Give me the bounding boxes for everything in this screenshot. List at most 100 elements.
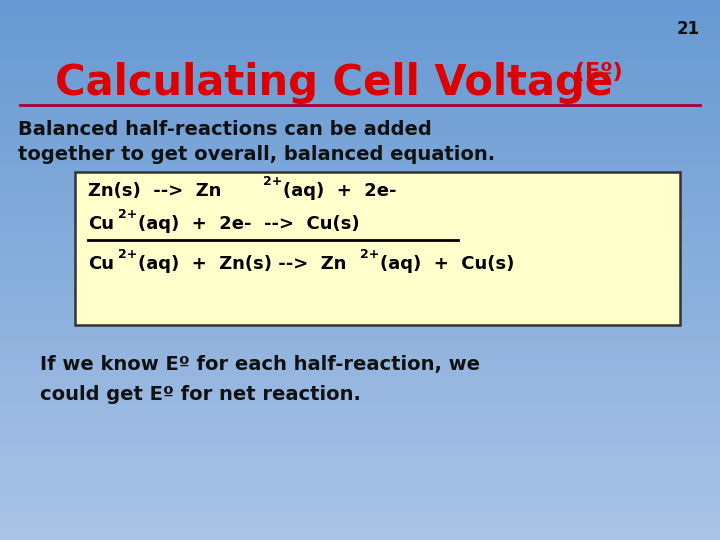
Text: 2+: 2+ xyxy=(263,175,282,188)
Bar xyxy=(0,470,720,475)
Bar xyxy=(0,454,720,459)
Bar xyxy=(0,340,720,346)
Text: 2+: 2+ xyxy=(360,248,379,261)
Bar xyxy=(0,335,720,340)
Bar xyxy=(0,248,720,254)
Bar xyxy=(0,49,720,54)
Bar xyxy=(0,108,720,113)
Bar xyxy=(0,464,720,470)
Bar xyxy=(0,27,720,32)
Bar xyxy=(0,443,720,448)
Bar xyxy=(0,254,720,259)
Bar xyxy=(0,405,720,410)
Bar xyxy=(0,167,720,173)
Bar xyxy=(0,146,720,151)
Bar xyxy=(0,324,720,329)
Text: Cu: Cu xyxy=(88,255,114,273)
Bar xyxy=(0,157,720,162)
Bar xyxy=(0,38,720,43)
Bar xyxy=(0,0,720,5)
Text: If we know Eº for each half-reaction, we: If we know Eº for each half-reaction, we xyxy=(40,355,480,374)
Bar xyxy=(0,270,720,275)
Bar xyxy=(0,410,720,416)
Text: (aq)  +  2e-  -->  Cu(s): (aq) + 2e- --> Cu(s) xyxy=(138,215,359,233)
Bar xyxy=(0,65,720,70)
Text: together to get overall, balanced equation.: together to get overall, balanced equati… xyxy=(18,145,495,164)
Bar xyxy=(0,43,720,49)
Bar xyxy=(0,400,720,405)
Bar xyxy=(0,427,720,432)
Bar xyxy=(0,475,720,481)
Bar xyxy=(0,232,720,238)
Bar xyxy=(0,346,720,351)
Bar xyxy=(0,394,720,400)
Bar xyxy=(0,297,720,302)
Bar xyxy=(0,124,720,130)
Bar xyxy=(0,140,720,146)
Bar xyxy=(0,86,720,92)
Bar xyxy=(0,389,720,394)
Bar xyxy=(0,227,720,232)
Bar xyxy=(0,92,720,97)
Bar xyxy=(0,508,720,513)
Bar xyxy=(0,178,720,184)
Text: Calculating Cell Voltage: Calculating Cell Voltage xyxy=(55,62,613,104)
Bar xyxy=(0,135,720,140)
Bar xyxy=(0,308,720,313)
Bar xyxy=(0,205,720,211)
Bar xyxy=(0,81,720,86)
Bar xyxy=(0,319,720,324)
Bar xyxy=(0,238,720,243)
Bar xyxy=(0,286,720,292)
Text: 2+: 2+ xyxy=(118,208,138,221)
Bar xyxy=(0,421,720,427)
Bar xyxy=(0,259,720,265)
Bar xyxy=(0,173,720,178)
Bar xyxy=(0,275,720,281)
Bar xyxy=(0,22,720,27)
FancyBboxPatch shape xyxy=(75,172,680,325)
Bar xyxy=(0,211,720,216)
Bar xyxy=(0,103,720,108)
Bar xyxy=(0,513,720,518)
Bar xyxy=(0,518,720,524)
Bar xyxy=(0,162,720,167)
Bar xyxy=(0,70,720,76)
Text: (aq)  +  2e-: (aq) + 2e- xyxy=(283,182,397,200)
Bar xyxy=(0,481,720,486)
Bar xyxy=(0,459,720,464)
Text: (aq)  +  Cu(s): (aq) + Cu(s) xyxy=(380,255,514,273)
Text: 21: 21 xyxy=(677,20,700,38)
Bar xyxy=(0,216,720,221)
Text: 2+: 2+ xyxy=(118,248,138,261)
Bar xyxy=(0,189,720,194)
Bar xyxy=(0,432,720,437)
Bar xyxy=(0,486,720,491)
Bar xyxy=(0,292,720,297)
Bar xyxy=(0,302,720,308)
Bar xyxy=(0,184,720,189)
Bar xyxy=(0,76,720,81)
Bar xyxy=(0,265,720,270)
Text: Cu: Cu xyxy=(88,215,114,233)
Bar xyxy=(0,367,720,373)
Bar xyxy=(0,437,720,443)
Bar xyxy=(0,200,720,205)
Bar xyxy=(0,378,720,383)
Bar xyxy=(0,524,720,529)
Bar xyxy=(0,329,720,335)
Bar xyxy=(0,151,720,157)
Bar xyxy=(0,113,720,119)
Bar xyxy=(0,281,720,286)
Bar xyxy=(0,356,720,362)
Bar xyxy=(0,351,720,356)
Text: Balanced half-reactions can be added: Balanced half-reactions can be added xyxy=(18,120,432,139)
Bar xyxy=(0,491,720,497)
Text: Zn(s)  -->  Zn: Zn(s) --> Zn xyxy=(88,182,221,200)
Bar xyxy=(0,59,720,65)
Bar xyxy=(0,54,720,59)
Bar xyxy=(0,535,720,540)
Bar xyxy=(0,11,720,16)
Bar xyxy=(0,313,720,319)
Bar xyxy=(0,97,720,103)
